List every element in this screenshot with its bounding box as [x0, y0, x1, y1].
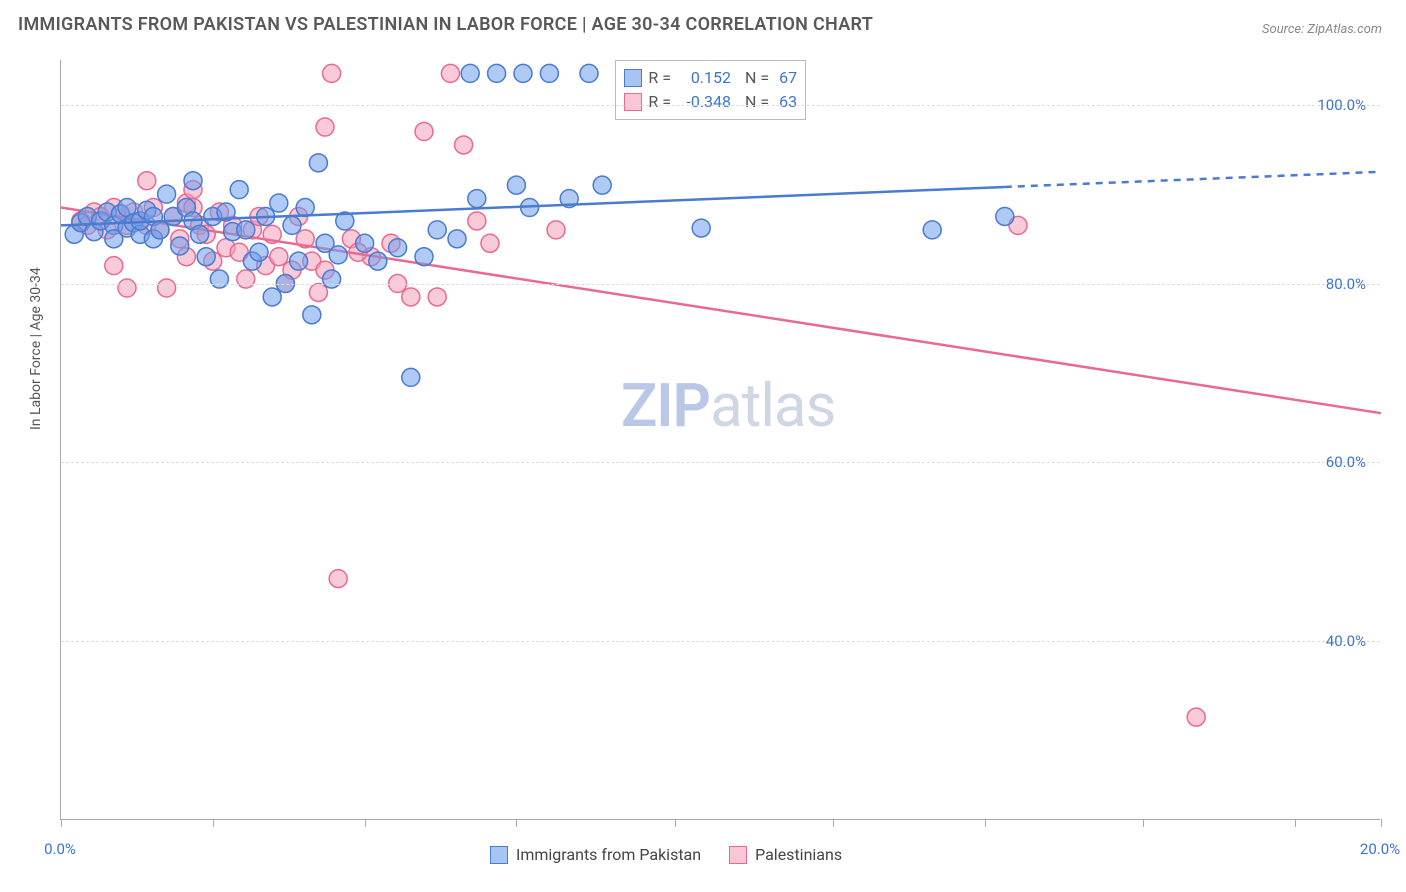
- scatter-plot: ZIPatlas R = 0.152 N = 67 R = -0.348 N =…: [60, 60, 1380, 820]
- stat-n-label: N =: [737, 90, 769, 114]
- series-legend: Immigrants from Pakistan Palestinians: [490, 845, 842, 864]
- y-axis-label: In Labor Force | Age 30-34: [28, 267, 44, 430]
- swatch-blue-icon: [490, 846, 508, 864]
- legend-item-pakistan: Immigrants from Pakistan: [490, 845, 701, 864]
- legend-label: Palestinians: [755, 845, 842, 864]
- x-axis-min-label: 0.0%: [44, 840, 76, 858]
- chart-title: IMMIGRANTS FROM PAKISTAN VS PALESTINIAN …: [18, 14, 873, 35]
- plot-svg: [61, 60, 1381, 820]
- correlation-stats-legend: R = 0.152 N = 67 R = -0.348 N = 63: [615, 60, 806, 120]
- legend-item-palestinians: Palestinians: [729, 845, 842, 864]
- x-axis-max-label: 20.0%: [1360, 840, 1400, 858]
- stat-r-value: -0.348: [677, 90, 731, 114]
- stat-r-value: 0.152: [677, 66, 731, 90]
- stats-row-palestinians: R = -0.348 N = 63: [624, 90, 797, 114]
- legend-label: Immigrants from Pakistan: [516, 845, 701, 864]
- stat-n-value: 63: [779, 90, 797, 114]
- stat-n-value: 67: [779, 66, 797, 90]
- source-attribution: Source: ZipAtlas.com: [1262, 22, 1382, 37]
- stat-n-label: N =: [737, 66, 769, 90]
- y-tick-label: 100.0%: [1317, 96, 1366, 114]
- y-tick-label: 80.0%: [1326, 275, 1366, 293]
- y-tick-label: 60.0%: [1326, 453, 1366, 471]
- swatch-blue-icon: [624, 69, 642, 87]
- swatch-pink-icon: [729, 846, 747, 864]
- stats-row-pakistan: R = 0.152 N = 67: [624, 66, 797, 90]
- stat-r-label: R =: [648, 90, 671, 114]
- swatch-pink-icon: [624, 93, 642, 111]
- stat-r-label: R =: [648, 66, 671, 90]
- y-tick-label: 40.0%: [1326, 632, 1366, 650]
